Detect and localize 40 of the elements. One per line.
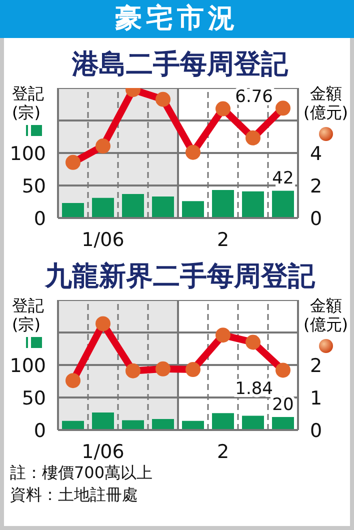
text: 註：樓價700萬以上 — [10, 462, 154, 484]
x-tick-label: 1/06 — [82, 441, 124, 463]
y-tick-label: 100 — [10, 143, 46, 165]
data-label: 42 — [272, 168, 294, 189]
y2-tick-label: 2 — [310, 355, 322, 377]
y-tick-label: 0 — [34, 208, 46, 230]
y-tick-label: 0 — [34, 420, 46, 442]
chart-title: 九龍新界二手每周登記 — [44, 260, 316, 294]
bar — [272, 417, 294, 430]
y-axis-title: 登記 (宗) — [12, 84, 44, 122]
data-label: 6.76 — [235, 87, 273, 108]
y2-axis-title: 金額 (億元) — [304, 84, 348, 122]
y2-axis-title: 金額 (億元) — [304, 296, 348, 334]
bar — [242, 191, 264, 218]
y-axis-title: 登記 (宗) — [12, 296, 44, 334]
y-tick-label: 50 — [22, 388, 46, 410]
bar — [152, 418, 174, 430]
y-tick-label: 50 — [22, 176, 46, 198]
chart-title: 豪宅市況 — [0, 0, 354, 38]
y2-tick-label: 1 — [310, 388, 322, 410]
y2-tick-label: 4 — [310, 143, 322, 165]
bar — [212, 190, 234, 218]
bar — [272, 190, 294, 218]
bar — [92, 412, 114, 430]
y-tick-label: 100 — [10, 355, 46, 377]
data-label: 20 — [272, 395, 294, 415]
bar — [242, 416, 264, 430]
bar — [182, 201, 204, 218]
y2-tick-label: 0 — [310, 420, 322, 442]
y2-tick-label: 0 — [310, 208, 322, 230]
bar — [152, 196, 174, 218]
data-label: 1.84 — [235, 379, 273, 400]
chart-subtitle: 港島二手每周登記 — [70, 48, 290, 82]
bar — [122, 194, 144, 218]
x-tick-label: 1/06 — [82, 229, 124, 251]
bar — [92, 198, 114, 218]
bar — [212, 413, 234, 430]
bar — [62, 203, 84, 218]
text: 資料：土地註冊處 — [10, 484, 139, 506]
y2-tick-label: 2 — [310, 176, 322, 198]
